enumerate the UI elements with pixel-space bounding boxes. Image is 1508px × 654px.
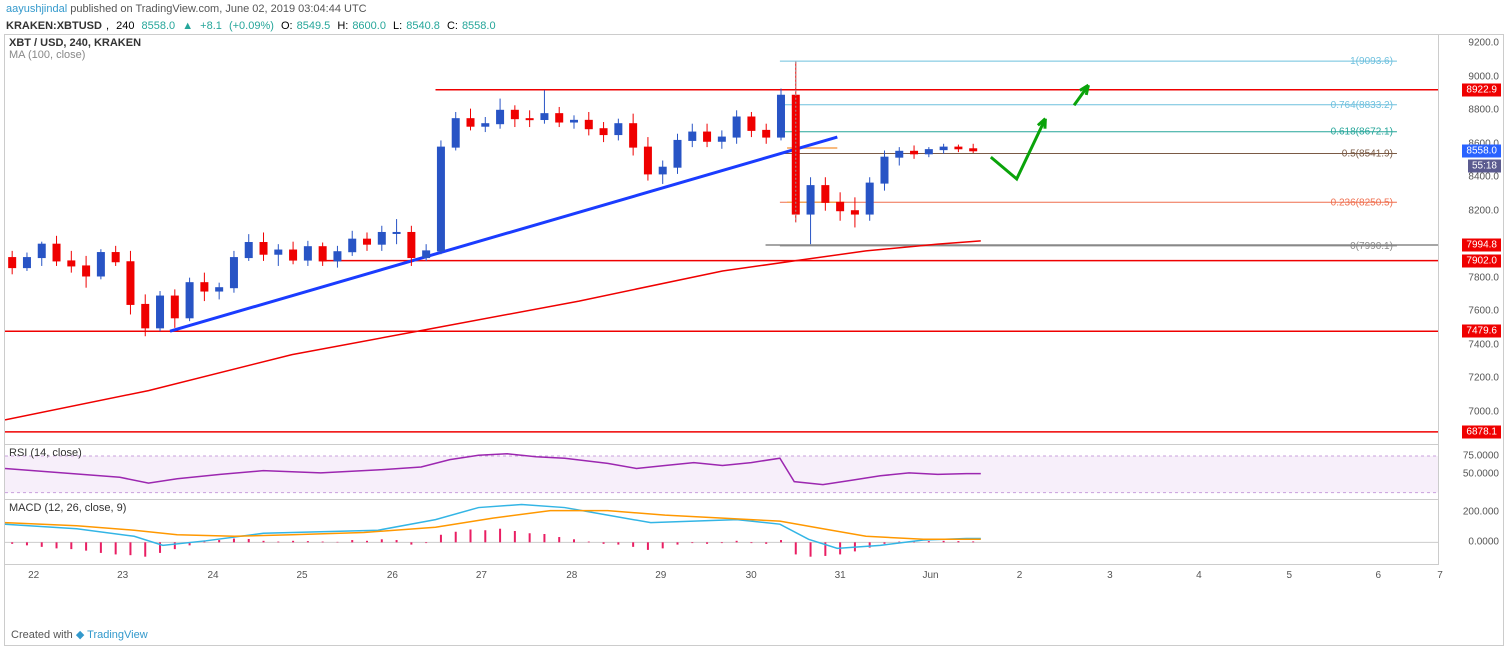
ohlc-close: 8558.0	[462, 20, 496, 32]
change-pct: (+0.09%)	[229, 20, 274, 32]
y-tick: 7200.0	[1468, 373, 1499, 384]
y-tick: 8800.0	[1468, 105, 1499, 116]
symbol-name: KRAKEN:XBTUSD	[6, 20, 102, 32]
price-tag: 7994.8	[1462, 239, 1501, 252]
rsi-y-tick: 75.0000	[1463, 451, 1499, 462]
pair-label: XBT / USD, 240, KRAKEN	[9, 37, 141, 49]
rsi-y-tick: 50.0000	[1463, 469, 1499, 480]
footer-text: Created with	[11, 629, 73, 641]
time-axis: 22232425262728293031Jun234567	[5, 565, 1438, 590]
svg-text:1(9093.6): 1(9093.6)	[1350, 56, 1393, 67]
svg-text:0(7990.1): 0(7990.1)	[1350, 241, 1393, 252]
arrow-up-icon: ▲	[182, 20, 193, 32]
symbol-info-bar: KRAKEN:XBTUSD, 240 8558.0 ▲ +8.1 (+0.09%…	[0, 18, 1508, 34]
macd-y-tick: 200.000	[1463, 507, 1499, 518]
rsi-svg	[5, 445, 1440, 500]
x-tick: Jun	[923, 570, 939, 581]
x-tick: 7	[1437, 570, 1443, 581]
watermark-footer: Created with ◆ TradingView	[5, 624, 154, 645]
y-tick: 7800.0	[1468, 272, 1499, 283]
y-tick: 7000.0	[1468, 406, 1499, 417]
x-tick: 30	[746, 570, 757, 581]
svg-text:0.5(8541.9): 0.5(8541.9)	[1342, 148, 1393, 159]
x-tick: 6	[1376, 570, 1382, 581]
price-pane[interactable]: XBT / USD, 240, KRAKEN MA (100, close) 1…	[5, 35, 1438, 445]
price-tag: 8922.9	[1462, 83, 1501, 96]
y-axis: 9200.09000.08800.08600.08400.08200.08000…	[1438, 35, 1503, 565]
y-tick: 7600.0	[1468, 306, 1499, 317]
y-tick: 8400.0	[1468, 172, 1499, 183]
macd-pane[interactable]: MACD (12, 26, close, 9)	[5, 500, 1438, 565]
interval: 240	[116, 20, 134, 32]
macd-label: MACD (12, 26, close, 9)	[9, 502, 126, 514]
y-tick: 9200.0	[1468, 38, 1499, 49]
price-tag: 7479.6	[1462, 325, 1501, 338]
x-tick: 31	[835, 570, 846, 581]
x-tick: 26	[387, 570, 398, 581]
macd-y-tick: 0.0000	[1468, 537, 1499, 548]
published-text: published on TradingView.com,	[70, 3, 222, 15]
publish-header: aayushjindal published on TradingView.co…	[0, 0, 1508, 18]
macd-svg	[5, 500, 1440, 565]
price-chart-svg: 1(9093.6) 0.764(8833.2) 0.618(8672.1) 0.5(8…	[5, 35, 1440, 445]
rsi-pane[interactable]: RSI (14, close)	[5, 445, 1438, 500]
price-tag: 6878.1	[1462, 425, 1501, 438]
x-tick: 3	[1107, 570, 1113, 581]
ohlc-open: 8549.5	[297, 20, 331, 32]
x-tick: 5	[1287, 570, 1293, 581]
svg-text:0.764(8833.2): 0.764(8833.2)	[1331, 100, 1393, 111]
ma-label: MA (100, close)	[9, 49, 85, 61]
chart-wrapper: XBT / USD, 240, KRAKEN MA (100, close) 1…	[4, 34, 1504, 646]
ohlc-high: 8600.0	[352, 20, 386, 32]
price-tag: 7902.0	[1462, 254, 1501, 267]
last-price: 8558.0	[142, 20, 176, 32]
rsi-label: RSI (14, close)	[9, 447, 82, 459]
x-tick: 2	[1017, 570, 1023, 581]
svg-text:0.236(8250.5): 0.236(8250.5)	[1331, 197, 1393, 208]
x-tick: 28	[566, 570, 577, 581]
change: +8.1	[200, 20, 222, 32]
publish-timestamp: June 02, 2019 03:04:44 UTC	[225, 3, 366, 15]
x-tick: 22	[28, 570, 39, 581]
y-tick: 7400.0	[1468, 339, 1499, 350]
ohlc-low: 8540.8	[406, 20, 440, 32]
tradingview-icon: ◆	[76, 629, 84, 641]
x-tick: 23	[117, 570, 128, 581]
svg-text:0.618(8672.1): 0.618(8672.1)	[1331, 127, 1393, 138]
x-tick: 29	[655, 570, 666, 581]
x-tick: 27	[476, 570, 487, 581]
chart-title: XBT / USD, 240, KRAKEN MA (100, close)	[9, 37, 141, 61]
x-tick: 4	[1196, 570, 1202, 581]
x-tick: 24	[208, 570, 219, 581]
price-tag: 8558.0	[1462, 144, 1501, 157]
y-tick: 9000.0	[1468, 71, 1499, 82]
x-tick: 25	[296, 570, 307, 581]
price-tag: 55:18	[1468, 159, 1501, 172]
brand-label: TradingView	[87, 629, 148, 641]
y-tick: 8200.0	[1468, 205, 1499, 216]
author-link[interactable]: aayushjindal	[6, 3, 67, 15]
